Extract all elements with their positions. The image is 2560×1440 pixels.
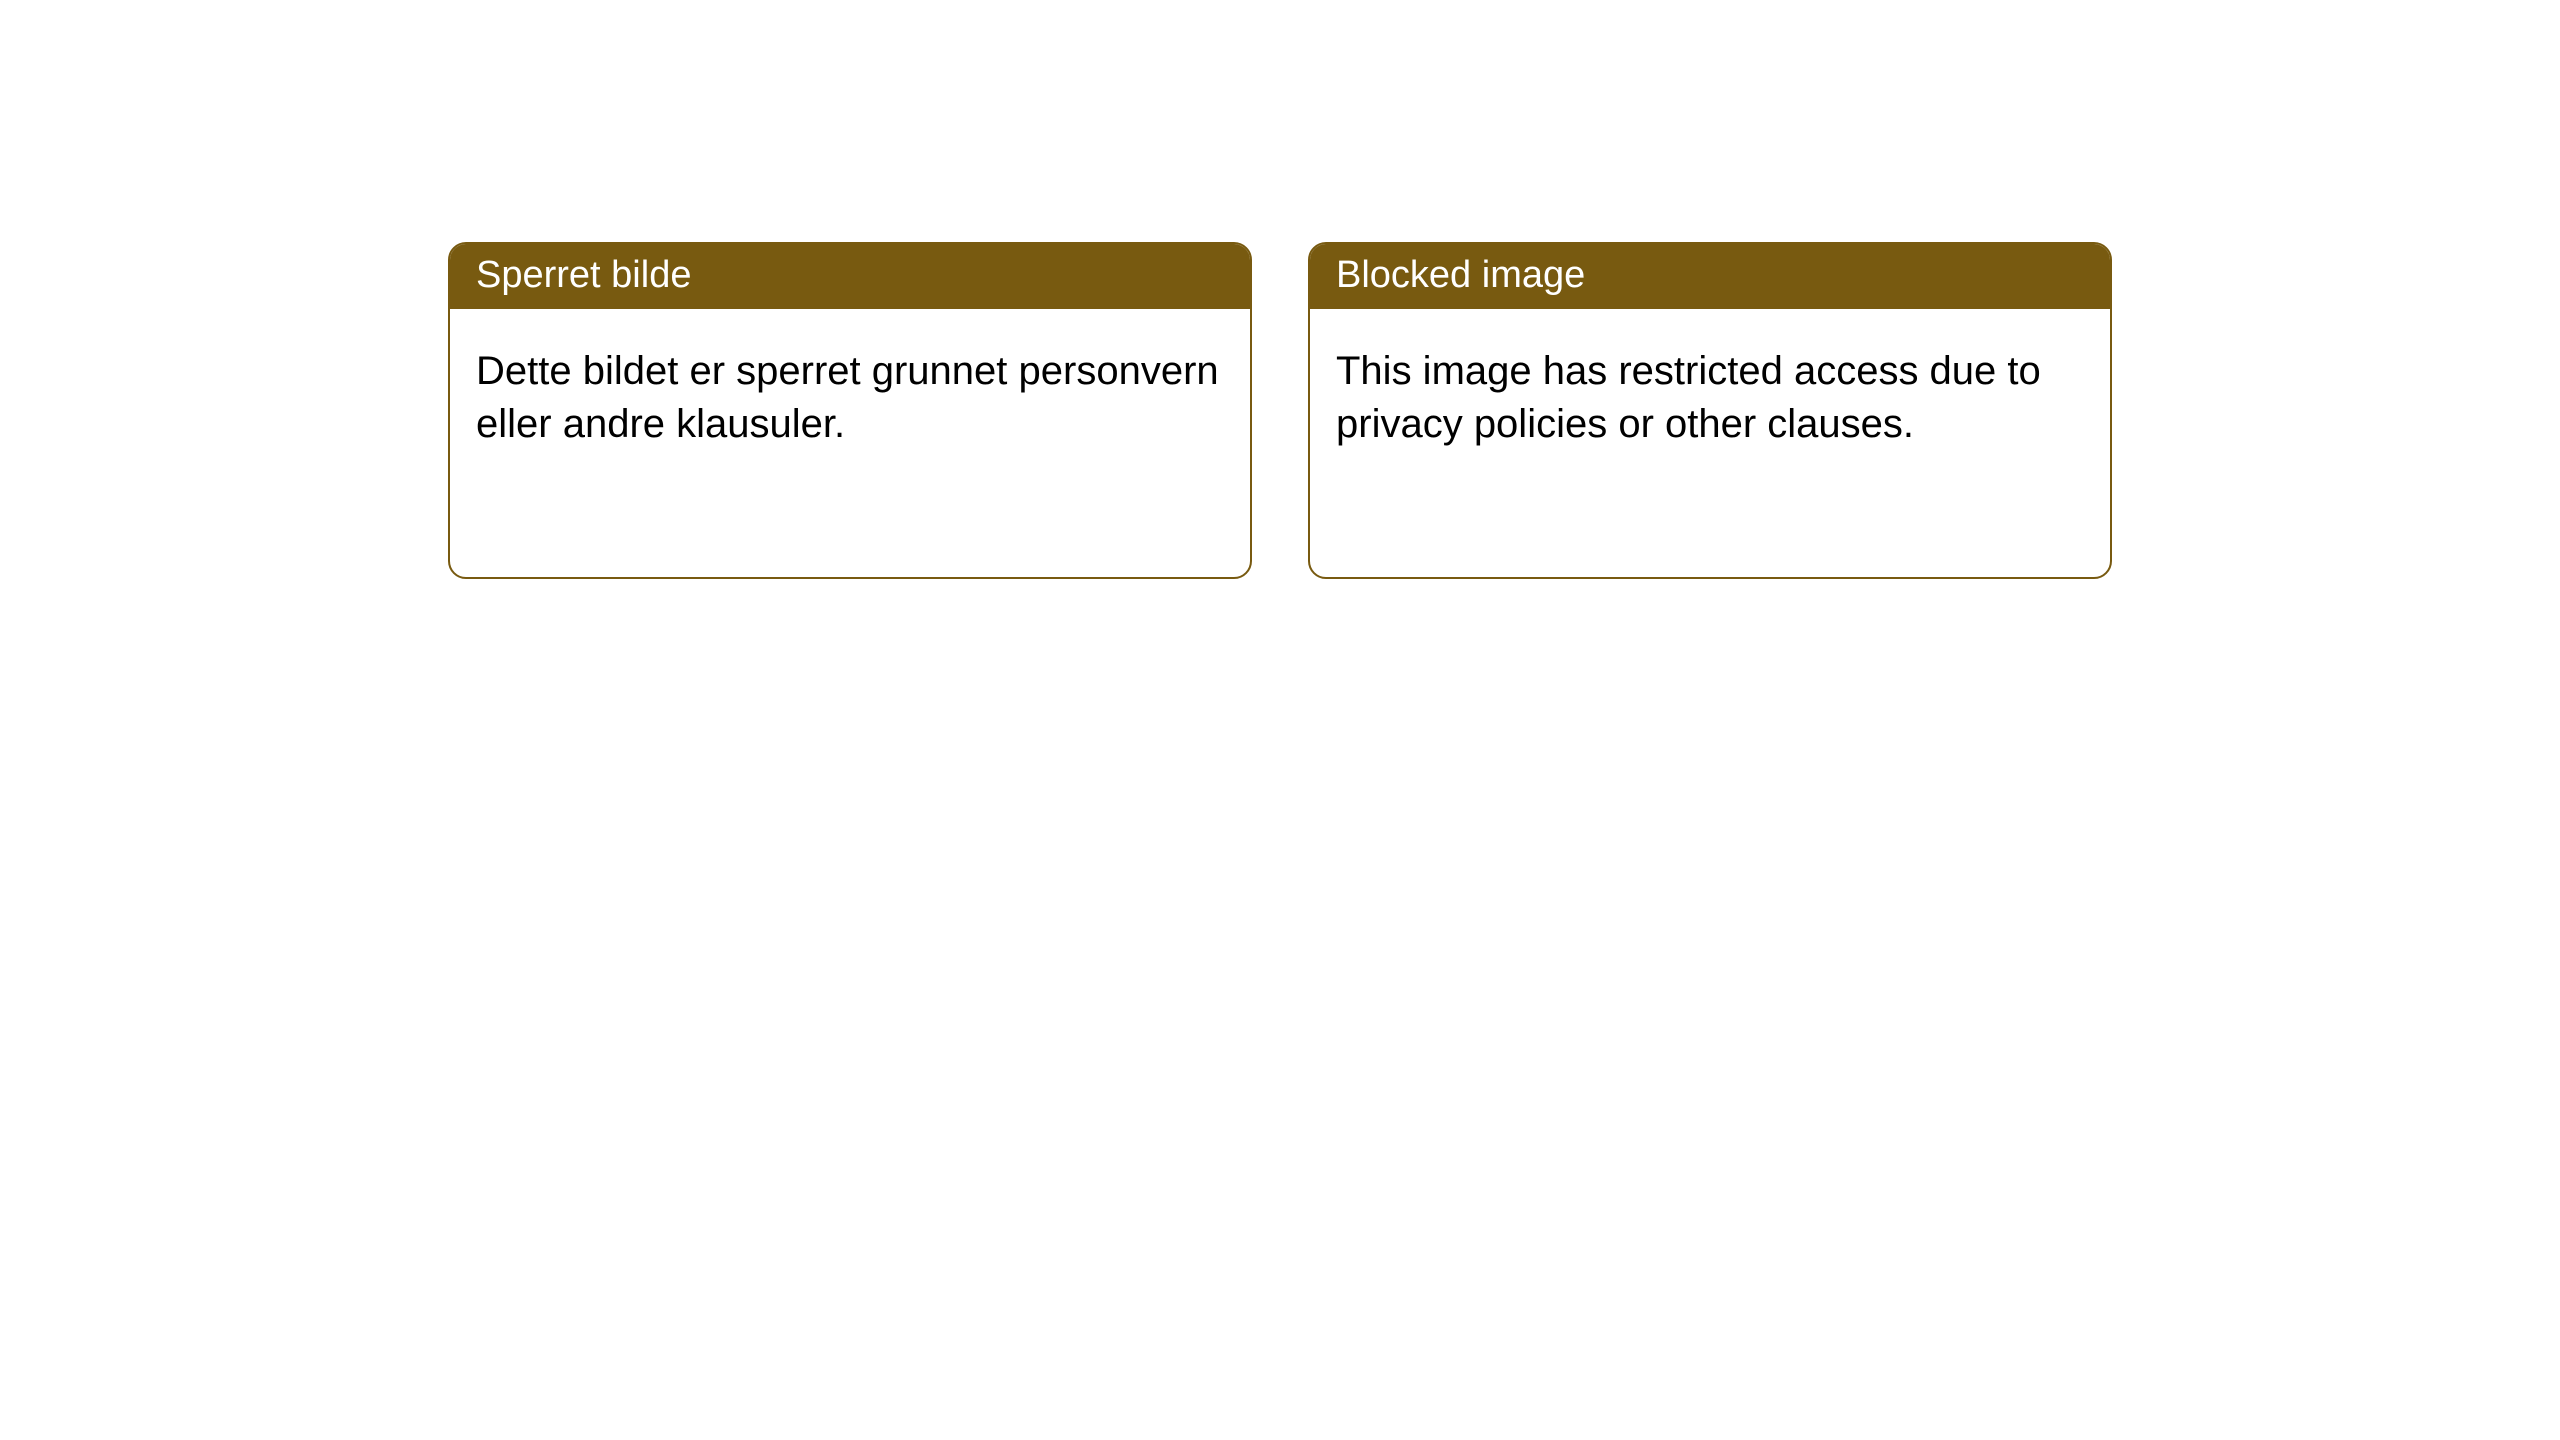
- card-body: This image has restricted access due to …: [1310, 309, 2110, 477]
- notice-card-norwegian: Sperret bilde Dette bildet er sperret gr…: [448, 242, 1252, 579]
- card-body-text: Dette bildet er sperret grunnet personve…: [476, 349, 1219, 446]
- notice-card-english: Blocked image This image has restricted …: [1308, 242, 2112, 579]
- card-body-text: This image has restricted access due to …: [1336, 349, 2041, 446]
- card-header: Sperret bilde: [450, 244, 1250, 309]
- card-body: Dette bildet er sperret grunnet personve…: [450, 309, 1250, 477]
- card-title: Blocked image: [1336, 254, 1585, 296]
- notice-cards-container: Sperret bilde Dette bildet er sperret gr…: [0, 0, 2560, 579]
- card-title: Sperret bilde: [476, 254, 691, 296]
- card-header: Blocked image: [1310, 244, 2110, 309]
